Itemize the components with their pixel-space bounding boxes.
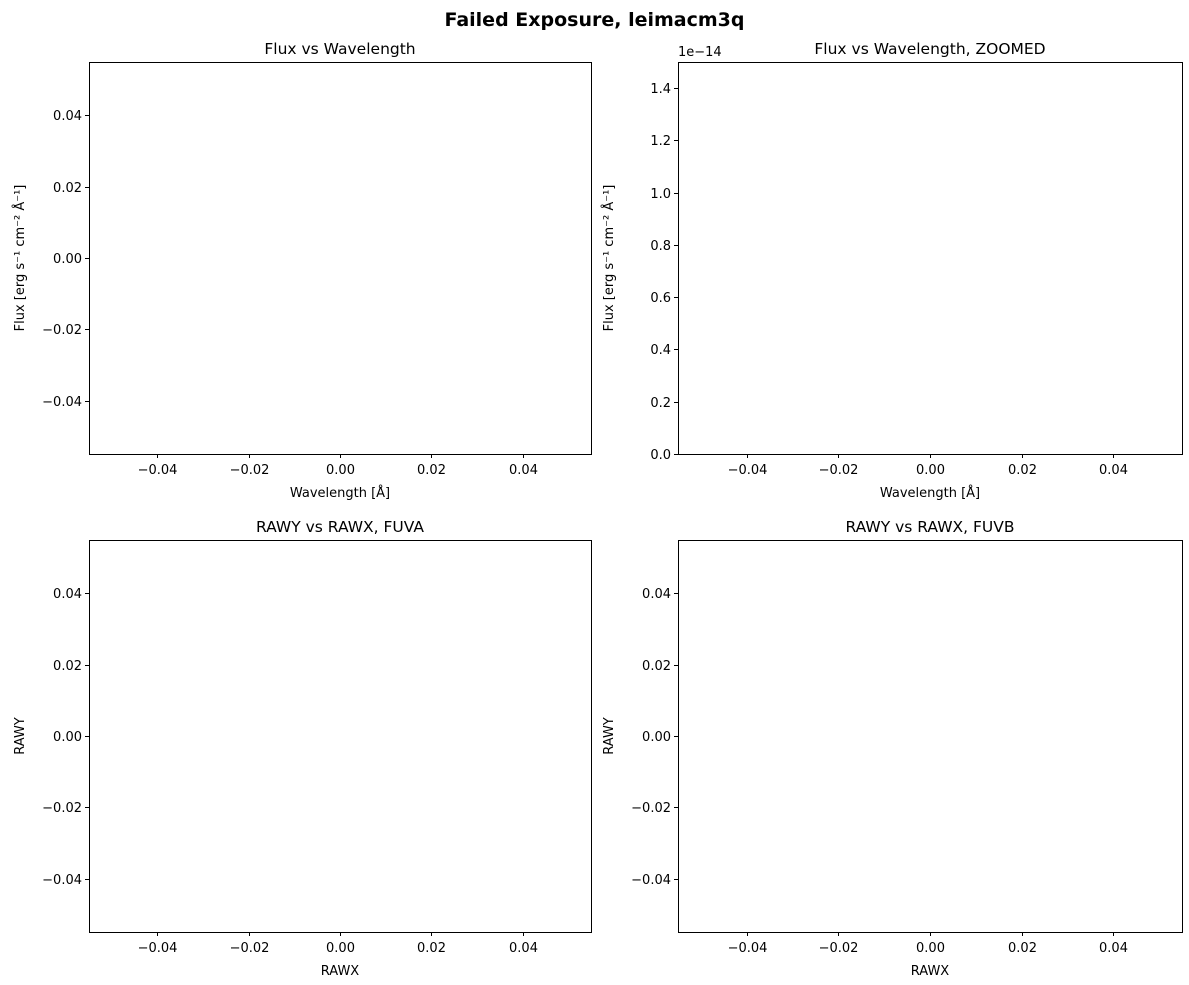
y-tick-label: 0.00: [642, 730, 671, 745]
x-tick-label: −0.02: [819, 463, 859, 478]
subplot-title: RAWY vs RAWX, FUVB: [846, 518, 1015, 536]
y-axis-label: Flux [erg s⁻¹ cm⁻² Å⁻¹]: [12, 185, 28, 332]
y-tick-label: 0.2: [650, 396, 671, 411]
plot-area: [89, 62, 592, 455]
x-tick-label: 0.00: [916, 463, 945, 478]
y-tick-label: 0.04: [642, 587, 671, 602]
x-tick-label: −0.04: [728, 463, 768, 478]
y-axis-label: RAWY: [13, 717, 28, 755]
x-tick-label: −0.04: [138, 463, 178, 478]
y-axis-label: Flux [erg s⁻¹ cm⁻² Å⁻¹]: [601, 185, 617, 332]
y-tick-label: 0.00: [53, 252, 82, 267]
x-tick-label: 0.00: [916, 941, 945, 956]
x-tick-label: −0.02: [819, 941, 859, 956]
y-tick-label: 0.8: [650, 239, 671, 254]
y-tick-label: 1.0: [650, 187, 671, 202]
figure-title: Failed Exposure, leimacm3q: [444, 9, 744, 31]
subplot-title: RAWY vs RAWX, FUVA: [256, 518, 424, 536]
plot-area: [678, 540, 1183, 933]
subplot-4: RAWY vs RAWX, FUVB −0.04 −0.02 0.00 0.02 0.04…: [602, 518, 1183, 979]
y-tick-label: 1.4: [650, 82, 671, 97]
plot-area: [89, 540, 592, 933]
x-tick-label: −0.04: [728, 941, 768, 956]
y-tick-label: −0.02: [42, 801, 82, 816]
y-tick-label: 0.00: [53, 730, 82, 745]
axes-layer: Flux vs Wavelength −0.04 −0.02 0.00 0.02 0.04…: [12, 40, 1183, 979]
subplot-3: RAWY vs RAWX, FUVA −0.04 −0.02 0.00 0.02 0.04…: [13, 518, 592, 979]
x-tick-label: 0.02: [417, 463, 446, 478]
x-tick-label: 0.02: [1008, 463, 1037, 478]
x-tick-label: 0.04: [1099, 463, 1128, 478]
x-tick-label: 0.00: [326, 941, 355, 956]
y-tick-label: −0.02: [631, 801, 671, 816]
y-tick-label: 0.4: [650, 343, 671, 358]
x-tick-label: 0.04: [509, 463, 538, 478]
y-tick-label: −0.04: [631, 873, 671, 888]
y-tick-label: −0.02: [42, 323, 82, 338]
x-axis-label: Wavelength [Å]: [290, 485, 390, 501]
x-tick-label: 0.04: [509, 941, 538, 956]
subplot-title: Flux vs Wavelength, ZOOMED: [814, 40, 1045, 58]
x-tick-label: 0.02: [1008, 941, 1037, 956]
y-tick-label: 0.6: [650, 291, 671, 306]
y-axis-label: RAWY: [602, 717, 617, 755]
y-tick-label: 0.04: [53, 109, 82, 124]
y-tick-label: 1.2: [650, 134, 671, 149]
y-offset-label: 1e−14: [678, 45, 722, 60]
y-tick-label: −0.04: [42, 873, 82, 888]
x-tick-label: −0.04: [138, 941, 178, 956]
y-tick-label: −0.04: [42, 395, 82, 410]
plot-area: [678, 62, 1183, 455]
x-axis-label: RAWX: [911, 964, 950, 979]
x-tick-label: −0.02: [230, 463, 270, 478]
y-tick-label: 0.02: [642, 659, 671, 674]
y-tick-label: 0.04: [53, 587, 82, 602]
x-tick-label: 0.02: [417, 941, 446, 956]
x-tick-label: 0.00: [326, 463, 355, 478]
x-tick-label: −0.02: [230, 941, 270, 956]
subplot-2: Flux vs Wavelength, ZOOMED−0.04 −0.02 0.00…: [601, 40, 1183, 501]
y-tick-label: 0.02: [53, 181, 82, 196]
x-axis-label: RAWX: [321, 964, 360, 979]
subplot-title: Flux vs Wavelength: [264, 40, 415, 58]
y-tick-label: 0.0: [650, 448, 671, 463]
x-tick-label: 0.04: [1099, 941, 1128, 956]
subplot-1: Flux vs Wavelength −0.04 −0.02 0.00 0.02 0.04…: [12, 40, 592, 501]
y-tick-label: 0.02: [53, 659, 82, 674]
x-axis-label: Wavelength [Å]: [880, 485, 980, 501]
